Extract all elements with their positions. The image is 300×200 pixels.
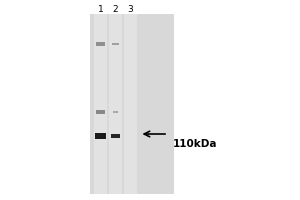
Bar — [95, 133, 106, 139]
Text: 1: 1 — [98, 4, 103, 14]
Bar — [113, 111, 118, 113]
Text: 110kDa: 110kDa — [172, 139, 217, 149]
Bar — [90, 14, 174, 194]
Bar — [112, 43, 119, 45]
Text: 3: 3 — [128, 4, 134, 14]
Bar — [109, 14, 122, 194]
Text: 2: 2 — [113, 4, 118, 14]
Bar — [124, 14, 137, 194]
Bar — [96, 42, 105, 46]
Bar — [96, 110, 105, 114]
Bar — [111, 134, 120, 138]
Bar — [94, 14, 107, 194]
